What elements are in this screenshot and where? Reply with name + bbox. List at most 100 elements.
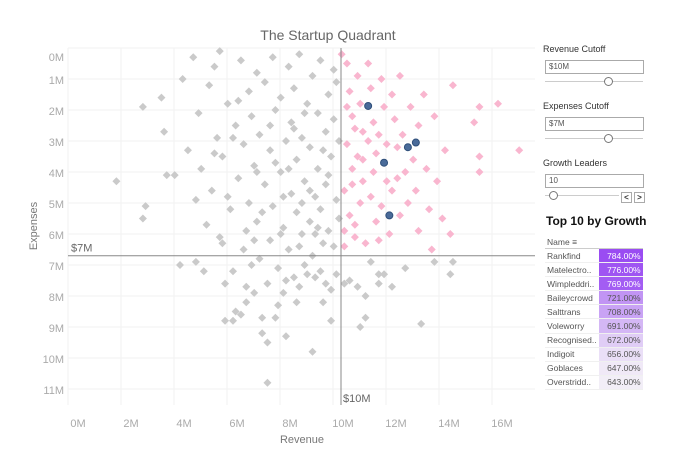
data-point — [297, 199, 306, 207]
table-row[interactable]: Salttrans 708.00% — [545, 304, 643, 320]
data-point — [284, 164, 293, 173]
table-row[interactable]: Overstridd.. 643.00% — [545, 375, 643, 390]
data-point — [329, 115, 338, 124]
data-point — [213, 133, 222, 142]
quadrant-point — [342, 140, 351, 149]
parameter-label: Expenses Cutoff — [543, 101, 609, 111]
growth-value: 647.00% — [598, 361, 643, 376]
data-point — [287, 189, 296, 198]
data-point — [276, 168, 285, 176]
data-point — [250, 288, 259, 297]
y-tick-label: 2M — [49, 106, 64, 118]
table-row[interactable]: Baileycrowd 721.00% — [545, 290, 643, 306]
table-title: Top 10 by Growth — [546, 214, 647, 228]
data-point — [250, 236, 259, 245]
data-point — [308, 71, 317, 80]
data-point — [274, 264, 283, 273]
quadrant-point — [358, 155, 367, 164]
parameter-input[interactable]: $7M — [545, 117, 644, 131]
parameter-control: Revenue Cutoff $10M — [543, 44, 675, 87]
data-point — [303, 270, 312, 279]
next-button[interactable]: > — [634, 192, 645, 203]
quadrant-point — [369, 118, 378, 127]
data-point — [138, 102, 147, 111]
quadrant-point — [358, 177, 367, 186]
scatter-chart: The Startup Quadrant $7M $10M 0M 2M 4M 6M 8M 1… — [28, 27, 535, 446]
slider-thumb[interactable] — [603, 134, 613, 143]
data-point — [234, 96, 243, 105]
data-point — [170, 171, 179, 180]
data-point — [324, 171, 333, 180]
data-point — [430, 257, 439, 266]
leader-point — [385, 211, 394, 220]
parameter-slider[interactable] — [545, 191, 619, 201]
y-tick-label: 7M — [49, 261, 64, 273]
data-point — [329, 65, 338, 74]
data-point — [162, 171, 171, 180]
data-point — [252, 68, 261, 77]
data-point — [234, 174, 243, 183]
quadrant-point — [366, 192, 375, 201]
quadrant-point — [401, 168, 410, 176]
parameter-input[interactable]: $10M — [545, 60, 644, 74]
data-point — [263, 378, 272, 387]
data-point — [295, 282, 304, 291]
data-point — [289, 124, 298, 133]
quadrant-point — [356, 199, 365, 207]
data-point — [321, 279, 330, 288]
quadrant-point — [427, 245, 436, 254]
data-point — [356, 323, 365, 331]
previous-button[interactable]: < — [621, 192, 632, 203]
data-point — [313, 109, 322, 118]
data-point — [417, 319, 426, 328]
data-point — [324, 90, 333, 99]
data-point — [223, 192, 232, 201]
quadrant-point — [441, 146, 449, 155]
data-point — [252, 217, 261, 226]
company-name: Matelectro.. — [545, 262, 599, 278]
x-tick-label: 4M — [176, 418, 191, 430]
data-point — [236, 56, 245, 65]
table-row[interactable]: Voleworry 691.00% — [545, 318, 643, 334]
quadrant-point — [342, 102, 351, 111]
table-row[interactable]: Rankfind 784.00% — [545, 248, 643, 264]
quadrant-point — [374, 236, 383, 245]
company-name: Wimpleddri.. — [545, 276, 599, 292]
leader-point — [364, 101, 373, 110]
quadrant-point — [348, 180, 357, 189]
data-point — [313, 223, 322, 232]
data-point — [218, 152, 227, 161]
growth-value: 656.00% — [598, 347, 643, 362]
sort-icon[interactable]: ≡ — [572, 237, 578, 247]
parameter-input[interactable]: 10 — [545, 174, 644, 188]
data-point — [189, 53, 198, 62]
data-point — [263, 279, 272, 288]
table-row[interactable]: Indigoit 656.00% — [545, 347, 643, 362]
data-point — [340, 279, 349, 288]
data-point — [239, 245, 248, 254]
slider-thumb[interactable] — [603, 77, 613, 86]
company-name: Baileycrowd — [545, 290, 599, 306]
data-point — [321, 127, 330, 136]
data-point — [448, 257, 457, 266]
quadrant-point — [388, 90, 396, 99]
data-point — [289, 84, 298, 93]
quadrant-point — [433, 177, 442, 186]
y-tick-label: 8M — [49, 292, 64, 304]
table-row[interactable]: Goblaces 647.00% — [545, 361, 643, 376]
table-row[interactable]: Matelectro.. 776.00% — [545, 262, 643, 278]
name-column-header[interactable]: Name ≡ — [545, 236, 599, 249]
quadrant-point — [448, 81, 457, 90]
table-row[interactable]: Wimpleddri.. 769.00% — [545, 276, 643, 292]
parameter-slider[interactable] — [545, 134, 643, 144]
slider-thumb[interactable] — [548, 191, 558, 200]
data-point — [255, 130, 264, 139]
leader-point — [403, 143, 412, 152]
data-point — [210, 149, 219, 158]
parameter-slider[interactable] — [545, 77, 643, 87]
table-row[interactable]: Recognised.. 672.00% — [545, 333, 643, 348]
data-point — [191, 195, 200, 204]
quadrant-point — [380, 102, 389, 111]
data-point — [300, 177, 309, 186]
data-point — [303, 99, 312, 108]
